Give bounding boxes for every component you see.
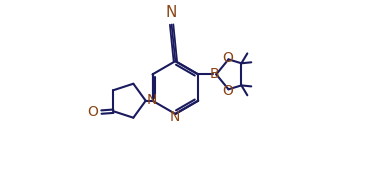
Text: O: O: [223, 51, 234, 65]
Text: N: N: [166, 5, 177, 20]
Text: O: O: [223, 84, 234, 98]
Text: B: B: [209, 67, 219, 81]
Text: N: N: [146, 93, 157, 107]
Text: N: N: [169, 110, 180, 124]
Text: O: O: [87, 105, 98, 119]
